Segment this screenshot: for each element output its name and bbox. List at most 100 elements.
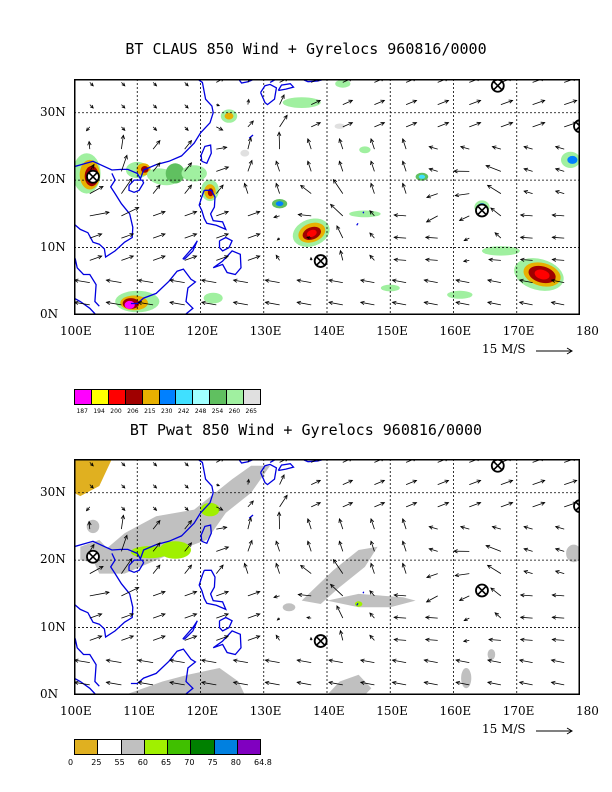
wind-arrow [488, 257, 501, 262]
wind-arrow [391, 658, 407, 663]
wind-arrow [401, 518, 407, 530]
wind-arrow [401, 138, 407, 150]
longitude-tick-label: 120E [186, 324, 219, 338]
wind-arrow [425, 215, 438, 223]
wind-arrow [232, 278, 248, 283]
wind-arrow [89, 255, 103, 261]
gyre-marker-icon [490, 459, 505, 473]
wind-arrow [121, 557, 133, 574]
colorbar-tick-label: 200 [110, 408, 122, 415]
wind-arrow [519, 213, 533, 218]
wind-arrow [246, 478, 251, 485]
wind-arrow [393, 213, 407, 218]
map-frame [74, 459, 580, 695]
wind-arrow [401, 540, 407, 552]
wind-arrow [152, 484, 158, 489]
longitude-tick-label: 150E [376, 704, 408, 718]
colorbar-tick-label: 194 [93, 408, 105, 415]
wind-arrow [200, 658, 217, 663]
coastlines [74, 459, 365, 695]
wind-arrow [500, 479, 514, 485]
colorbar-swatch [97, 739, 122, 755]
wind-arrow [423, 680, 438, 686]
wind-vectors [74, 459, 578, 686]
colorbar-swatch [236, 739, 261, 755]
wind-arrow [486, 278, 501, 283]
wind-arrow [279, 494, 288, 508]
wind-arrow [296, 300, 312, 306]
wind-arrow [276, 617, 280, 621]
wind-arrow [458, 595, 470, 601]
wind-arrow [121, 233, 135, 239]
wind-arrow [152, 255, 166, 261]
wind-arrow [121, 104, 126, 109]
colorbar-swatch [74, 739, 99, 755]
wind-arrow [152, 519, 161, 530]
colorbar-swatch [226, 389, 245, 405]
wind-arrow [89, 635, 103, 641]
wind-arrow [247, 136, 252, 150]
wind-arrow [121, 255, 135, 261]
wind-arrow [424, 615, 438, 620]
wind-arrow [121, 207, 140, 217]
longitude-tick-label: 120E [186, 704, 219, 718]
shading-layer [74, 79, 580, 313]
wind-arrow [370, 138, 375, 150]
wind-arrow [152, 590, 166, 597]
wind-arrow [121, 462, 126, 467]
wind-arrow [264, 658, 280, 663]
colorbar-tick-label: 75 [207, 758, 218, 767]
wind-arrow [551, 615, 565, 620]
wind-arrow [374, 502, 386, 508]
wind-arrow [121, 154, 128, 172]
wind-arrow [554, 525, 565, 530]
wind-arrow [121, 587, 140, 597]
wind-arrow [328, 278, 343, 283]
wind-arrow [89, 82, 94, 87]
wind-arrow [393, 257, 407, 262]
wind-arrow [74, 278, 90, 283]
longitude-tick-label: 110E [123, 324, 155, 338]
wind-arrow [216, 145, 228, 150]
wind-arrow [306, 160, 312, 172]
wind-arrow [532, 479, 546, 485]
wind-arrow [490, 587, 502, 597]
wind-arrow [216, 546, 230, 552]
wind-scale-label: 15 M/S [482, 342, 526, 356]
wind-arrow [184, 506, 189, 511]
wind-arrow [423, 278, 438, 283]
wind-arrow [243, 182, 249, 194]
wind-scale-label: 15 M/S [482, 722, 526, 736]
wind-arrow [120, 134, 125, 150]
wind-arrow [424, 235, 438, 240]
wind-arrow [152, 462, 158, 467]
colorbar-swatch [141, 389, 160, 405]
wind-arrow [426, 573, 438, 579]
wind-arrow [152, 139, 161, 150]
colorbar-tick-label: 25 [91, 758, 102, 767]
wind-arrow [459, 145, 470, 150]
wind-arrow [279, 474, 285, 485]
wind-arrow [454, 573, 470, 578]
wind-arrow [306, 616, 312, 620]
wind-arrow [247, 233, 261, 239]
wind-arrow [391, 300, 407, 306]
wind-arrow [311, 122, 322, 128]
wind-arrow [243, 562, 249, 574]
wind-arrow [405, 479, 418, 485]
wind-arrow [459, 525, 470, 530]
wind-arrow [455, 680, 470, 686]
wind-arrow [152, 613, 166, 619]
wind-arrow [296, 278, 312, 283]
wind-arrow [486, 658, 501, 663]
wind-arrow [247, 590, 261, 597]
gyre-location-markers [86, 459, 580, 648]
longitude-tick-label: 140E [313, 324, 345, 338]
wind-arrow [359, 300, 375, 306]
gyre-marker-icon [313, 254, 328, 268]
wind-arrow [550, 278, 565, 283]
wind-arrow [359, 658, 375, 663]
wind-arrow [437, 479, 450, 485]
wind-arrow [518, 278, 533, 283]
wind-arrow [359, 278, 375, 283]
